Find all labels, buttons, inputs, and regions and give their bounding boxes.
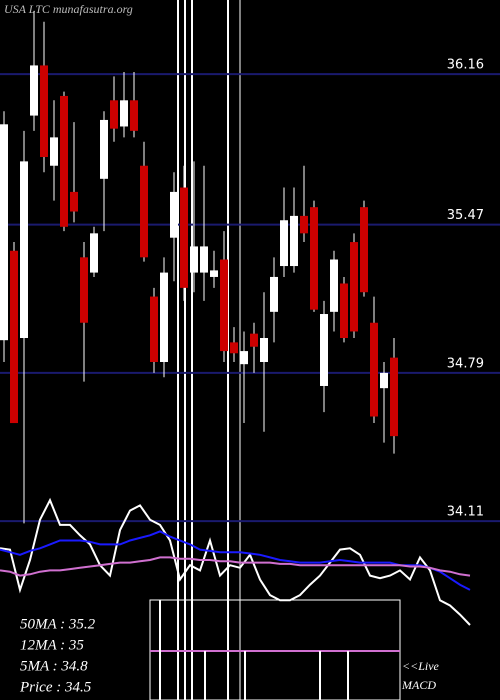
candle-body bbox=[130, 100, 138, 131]
indicator-line bbox=[0, 497, 471, 626]
candle-body bbox=[160, 272, 168, 362]
info-line: 50MA : 35.2 bbox=[20, 616, 96, 632]
candle-body bbox=[120, 100, 128, 127]
candle-body bbox=[0, 124, 8, 341]
candle-body bbox=[100, 119, 108, 179]
candle-body bbox=[60, 95, 68, 227]
candle-body bbox=[90, 233, 98, 273]
y-tick-label: 36.16 bbox=[447, 58, 484, 73]
candle-body bbox=[290, 215, 298, 267]
candle-body bbox=[180, 187, 188, 288]
candle-body bbox=[230, 342, 238, 354]
candle-body bbox=[280, 220, 288, 267]
candle-body bbox=[50, 137, 58, 166]
info-line: 5MA : 34.8 bbox=[20, 658, 88, 674]
candle-body bbox=[140, 165, 148, 258]
candle-body bbox=[260, 338, 268, 362]
candle-body bbox=[220, 259, 228, 352]
decor bbox=[177, 0, 241, 700]
info-panel: 50MA : 35.2 12MA : 35 5MA : 34.8 Price :… bbox=[19, 616, 96, 695]
candle-body bbox=[20, 161, 28, 339]
candle-body bbox=[170, 191, 178, 238]
candle-body bbox=[10, 250, 18, 424]
candle-body bbox=[320, 314, 328, 386]
info-line: Price : 34.5 bbox=[19, 679, 92, 695]
candle-body bbox=[310, 207, 318, 310]
candle-body bbox=[210, 270, 218, 277]
candle-body bbox=[380, 372, 388, 389]
info-line: 12MA : 35 bbox=[20, 637, 84, 653]
live-label: <<Live bbox=[402, 659, 440, 673]
candle-body bbox=[330, 259, 338, 312]
candle-body bbox=[270, 276, 278, 312]
candle-body bbox=[360, 207, 368, 293]
candle-body bbox=[40, 65, 48, 158]
chart-title: USA LTC munafasutra.org bbox=[4, 2, 133, 16]
indicator-line bbox=[0, 530, 471, 591]
candle-body bbox=[200, 246, 208, 273]
macd-box bbox=[149, 599, 401, 700]
indicator-line bbox=[0, 556, 471, 577]
y-tick-label: 34.11 bbox=[447, 505, 484, 520]
candle-body bbox=[390, 357, 398, 437]
y-tick-label: 34.79 bbox=[447, 356, 484, 371]
candle-body bbox=[80, 257, 88, 323]
candle-body bbox=[300, 215, 308, 234]
candle-body bbox=[190, 246, 198, 273]
candle-body bbox=[150, 296, 158, 362]
candle-body bbox=[70, 191, 78, 212]
candle-body bbox=[370, 322, 378, 417]
y-tick-label: 35.47 bbox=[447, 208, 484, 223]
candle-body bbox=[340, 283, 348, 339]
candle-body bbox=[350, 242, 358, 332]
candle-body bbox=[240, 351, 248, 365]
candle-body bbox=[250, 333, 258, 347]
macd-label: MACD bbox=[401, 678, 436, 692]
candle-body bbox=[110, 100, 118, 129]
candle-body bbox=[30, 65, 38, 116]
